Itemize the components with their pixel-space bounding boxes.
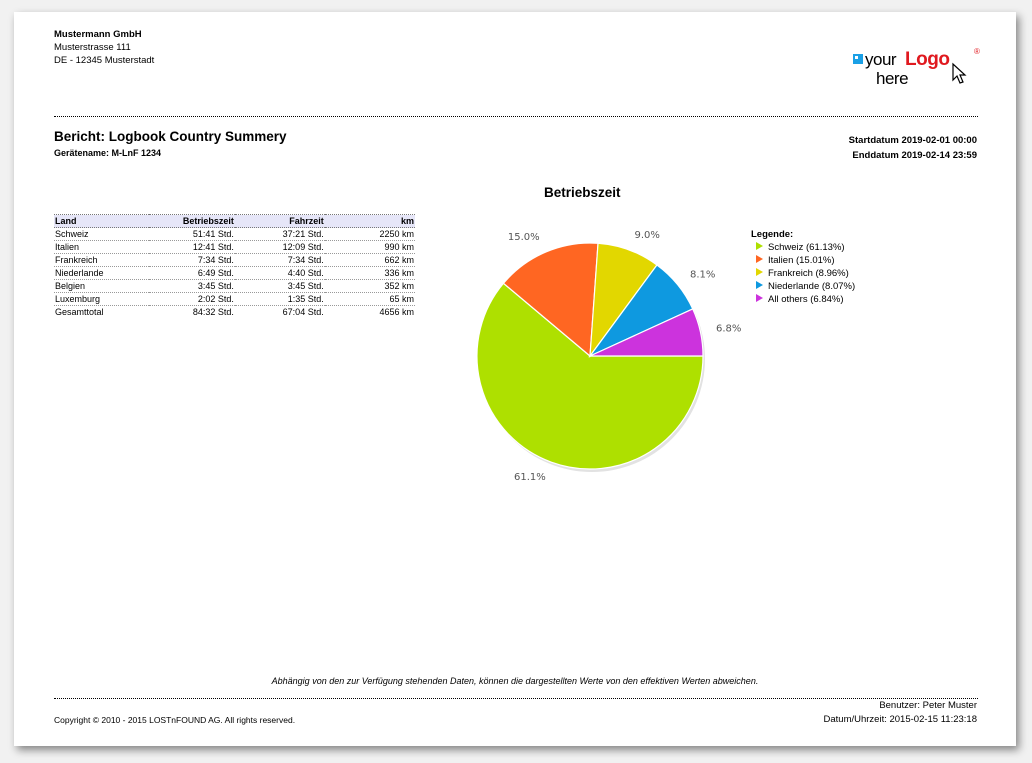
table-cell: 3:45 Std. [149, 279, 235, 293]
legend-item: Schweiz (61.13%) [751, 241, 855, 254]
table-row: Belgien 3:45 Std. 3:45 Std. 352 km [54, 279, 415, 293]
legend-marker-icon [756, 268, 763, 276]
report-page: Mustermann GmbH Musterstrasse 111 DE - 1… [14, 12, 1016, 746]
logo-registered: ® [974, 47, 980, 56]
table-cell: Schweiz [54, 227, 150, 241]
cursor-icon [952, 62, 967, 84]
legend-item: Frankreich (8.96%) [751, 267, 855, 280]
total-cell: Gesamttotal [55, 307, 104, 317]
column-header: Land [54, 214, 150, 228]
legend-item: Niederlande (8.07%) [751, 280, 855, 293]
table-cell: 352 km [324, 279, 415, 293]
total-cell: 4656 km [379, 307, 414, 317]
pie-slice-all-others [589, 308, 704, 357]
report-dates: Startdatum 2019-02-01 00:00 Enddatum 201… [849, 133, 977, 163]
table-cell: 3:45 Std. [234, 279, 325, 293]
legend-label: Frankreich (8.96%) [768, 268, 849, 279]
table-cell: 2250 km [324, 227, 415, 241]
table-cell: Belgien [54, 279, 150, 293]
table-cell: 7:34 Std. [234, 253, 325, 267]
table-header-row: Land Betriebszeit Fahrzeit km [54, 214, 415, 228]
table-cell: 1:35 Std. [234, 292, 325, 306]
pie-label-all-others: 6.8% [716, 324, 741, 335]
pie-label-niederlande: 8.1% [690, 270, 715, 281]
table-cell: 662 km [324, 253, 415, 267]
logo-text-logo: Logo [905, 49, 949, 70]
print-datetime: Datum/Uhrzeit: 2015-02-15 11:23:18 [823, 714, 978, 725]
legend-label: Schweiz (61.13%) [768, 242, 845, 253]
table-total-row: Gesamttotal 84:32 Std. 67:04 Std. 4656 k… [54, 306, 415, 319]
disclaimer-note: Abhängig von den zur Verfügung stehenden… [271, 676, 759, 686]
legend-marker-icon [756, 255, 763, 263]
start-date: Startdatum 2019-02-01 00:00 [848, 135, 977, 146]
table-cell: 6:49 Std. [149, 266, 235, 280]
legend-item: Italien (15.01%) [751, 254, 855, 267]
legend-title: Legende: [751, 229, 794, 240]
legend-marker-icon [756, 294, 763, 302]
table-cell: Luxemburg [54, 292, 150, 306]
header-divider [54, 116, 978, 117]
logo-text-here: here [876, 69, 908, 88]
table-cell: Niederlande [54, 266, 150, 280]
legend-label: All others (6.84%) [768, 294, 844, 305]
pie-slice-italien [502, 242, 599, 358]
pie-label-italien: 15.0% [508, 232, 540, 243]
legend-label: Niederlande (8.07%) [768, 281, 856, 292]
pie-label-frankreich: 9.0% [635, 230, 660, 241]
company-street: Musterstrasse 111 [54, 42, 131, 53]
legend-label: Italien (15.01%) [768, 255, 835, 266]
table-cell: 51:41 Std. [149, 227, 235, 241]
company-city: DE - 12345 Musterstadt [54, 55, 155, 66]
table-cell: Frankreich [54, 253, 150, 267]
table-cell: 336 km [324, 266, 415, 280]
legend-marker-icon [756, 242, 763, 250]
table-cell: 12:41 Std. [149, 240, 235, 254]
table-row: Luxemburg 2:02 Std. 1:35 Std. 65 km [54, 292, 415, 306]
legend-item: All others (6.84%) [751, 293, 855, 306]
company-logo: your Logo ® here [853, 47, 980, 88]
table-cell: 4:40 Std. [234, 266, 325, 280]
table-cell: 37:21 Std. [234, 227, 325, 241]
report-title: Bericht: Logbook Country Summery [54, 129, 287, 144]
end-date: Enddatum 2019-02-14 23:59 [852, 150, 977, 161]
pie-slice-schweiz [476, 282, 704, 470]
copyright-text: Copyright © 2010 - 2015 LOSTnFOUND AG. A… [54, 715, 296, 725]
pie-chart: 61.1% 15.0% 9.0% 8.1% 6.8% [476, 230, 741, 482]
chart-legend: Legende: Schweiz (61.13%) Italien (15.01%… [751, 228, 855, 306]
total-cell: 67:04 Std. [282, 307, 324, 317]
total-cell: 84:32 Std. [192, 307, 234, 317]
user-name: Benutzer: Peter Muster [879, 700, 977, 711]
column-header: Fahrzeit [234, 214, 325, 228]
table-cell: 7:34 Std. [149, 253, 235, 267]
logo-text-your: your [865, 50, 897, 69]
table-row: Niederlande 6:49 Std. 4:40 Std. 336 km [54, 266, 415, 280]
table-row: Italien 12:41 Std. 12:09 Std. 990 km [54, 240, 415, 254]
company-name: Mustermann GmbH [54, 29, 142, 40]
table-row: Frankreich 7:34 Std. 7:34 Std. 662 km [54, 253, 415, 267]
table-cell: 12:09 Std. [234, 240, 325, 254]
table-cell: 2:02 Std. [149, 292, 235, 306]
table-cell: 65 km [324, 292, 415, 306]
chart-title: Betriebszeit [544, 185, 621, 200]
company-address: Mustermann GmbH Musterstrasse 111 DE - 1… [54, 28, 154, 67]
footer-divider [54, 698, 978, 699]
device-name: Gerätename: M-LnF 1234 [54, 148, 162, 158]
table-row: Schweiz 51:41 Std. 37:21 Std. 2250 km [54, 227, 415, 241]
column-header: Betriebszeit [149, 214, 235, 228]
table-cell: Italien [54, 240, 150, 254]
country-table: Land Betriebszeit Fahrzeit km Schweiz 51… [54, 214, 415, 318]
legend-marker-icon [756, 281, 763, 289]
table-cell: 990 km [324, 240, 415, 254]
column-header: km [324, 214, 415, 228]
pie-label-schweiz: 61.1% [514, 472, 546, 482]
